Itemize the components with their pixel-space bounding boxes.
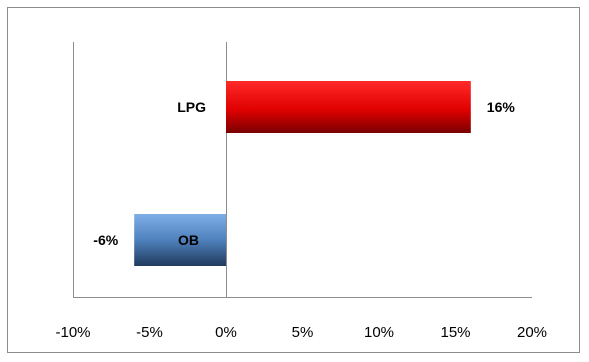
bar-lpg: [226, 81, 471, 133]
x-tick-label: 20%: [517, 324, 547, 341]
x-tick-label: -10%: [55, 324, 90, 341]
bar-ob: [134, 214, 226, 266]
x-tick-label: 10%: [364, 324, 394, 341]
category-label-ob: OB: [178, 232, 199, 248]
x-tick-label: 15%: [440, 324, 470, 341]
value-label-lpg: 16%: [487, 99, 516, 115]
chart-frame: [7, 7, 580, 353]
value-label-ob: -6%: [93, 232, 118, 248]
x-tick-label: 5%: [292, 324, 314, 341]
x-tick-label: -5%: [136, 324, 163, 341]
x-tick-label: 0%: [215, 324, 237, 341]
category-label-lpg: LPG: [177, 99, 206, 115]
